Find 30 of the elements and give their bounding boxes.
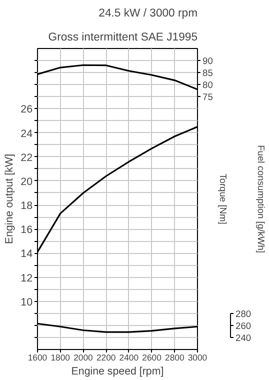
chart-title: 24.5 kW / 3000 rpm — [98, 8, 198, 20]
x-tick-label: 2600 — [142, 352, 162, 362]
y-tick-label: 12 — [20, 272, 33, 284]
x-tick-label: 1800 — [50, 352, 70, 362]
x-tick-label: 2400 — [119, 352, 139, 362]
y-tick-label: 20 — [20, 176, 33, 188]
x-tick-label: 2000 — [74, 352, 94, 362]
y-tick-label: 18 — [20, 200, 33, 212]
y3-tick-label: 280 — [236, 308, 252, 319]
y2-tick-label: 90 — [202, 56, 213, 66]
y2-tick-label: 85 — [202, 68, 213, 78]
x-axis-title: Engine speed [rpm] — [71, 366, 164, 378]
x-tick-label: 1600 — [28, 352, 48, 362]
y-tick-label: 16 — [20, 224, 33, 236]
x-tick-label: 2800 — [165, 352, 184, 362]
y3-tick-label: 240 — [236, 332, 252, 343]
chart-subtitle: Gross intermittent SAE J1995 — [48, 32, 198, 44]
y2-tick-label: 80 — [202, 80, 213, 90]
y3-tick-label: 260 — [236, 320, 252, 331]
y-tick-label: 10 — [20, 296, 33, 308]
y-tick-label: 24 — [20, 128, 33, 140]
x-tick-label: 2200 — [96, 352, 116, 362]
y3-axis-title: Fuel consumption [g/kWh] — [256, 145, 266, 253]
y-axis-title: Engine output [kW] — [4, 154, 16, 244]
y2-tick-label: 75 — [202, 92, 213, 102]
x-tick-label: 3000 — [188, 352, 208, 362]
y2-axis-title: Torque [Nm] — [218, 174, 228, 224]
y-tick-label: 26 — [20, 104, 33, 116]
y-tick-label: 14 — [20, 248, 33, 260]
y-tick-label: 22 — [20, 152, 33, 164]
